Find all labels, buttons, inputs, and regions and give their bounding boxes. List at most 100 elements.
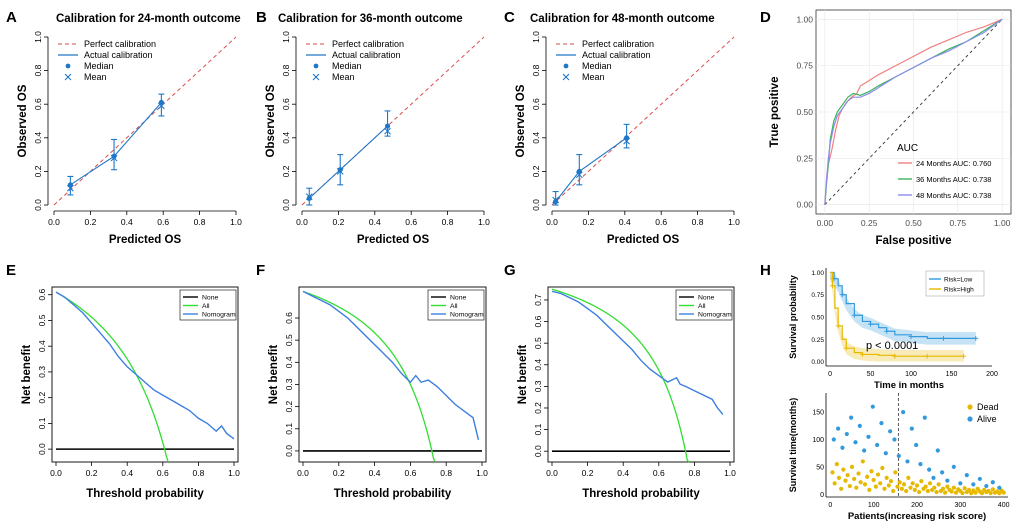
legend-label: Perfect calibration (84, 39, 156, 49)
y-tick-label: 0.0 (533, 445, 543, 457)
x-axis-title: Threshold probability (334, 488, 452, 500)
patient-point (882, 486, 887, 491)
patient-point (1001, 490, 1006, 495)
y-tick-label: 0.2 (533, 402, 543, 414)
x-tick-label: 0 (828, 371, 832, 378)
patient-point (990, 480, 995, 485)
panel-letter: C (504, 9, 515, 26)
y-axis-title: Net benefit (517, 345, 529, 405)
x-tick-label: 0.2 (333, 468, 345, 478)
x-tick-label: 0.0 (546, 468, 558, 478)
censor-mark (908, 334, 914, 340)
y-tick-label: 0.4 (37, 340, 47, 352)
y-tick-label: 0.25 (796, 153, 813, 163)
legend-label: All (698, 303, 706, 310)
y-axis-title: Net benefit (268, 345, 280, 405)
patient-point (866, 434, 871, 439)
legend-label: Nomogram (202, 312, 236, 319)
chance-diagonal (824, 18, 1003, 206)
y-tick-label: 0.0 (281, 199, 291, 211)
perfect-calibration-line (551, 36, 735, 206)
all-curve (55, 291, 169, 463)
y-tick-label: 0.1 (533, 423, 543, 435)
x-axis-title: Predicted OS (357, 234, 430, 246)
y-tick-label: 1.00 (796, 14, 813, 24)
legend-label: Nomogram (698, 312, 732, 319)
legend-label: Nomogram (450, 312, 484, 319)
panel-letter: A (6, 9, 17, 26)
patient-point (949, 489, 954, 494)
patient-point (940, 486, 946, 491)
patient-point (917, 489, 922, 495)
x-axis-title: False positive (875, 235, 951, 247)
x-tick-label: 1.0 (728, 217, 740, 227)
patient-point (886, 483, 891, 488)
x-tick-label: 0.6 (405, 217, 417, 227)
legend-box (427, 289, 485, 321)
panel-letter: F (256, 262, 265, 279)
x-tick-label: 100 (905, 371, 917, 378)
nomogram-curve (302, 290, 480, 441)
patient-point (857, 423, 862, 428)
patient-point (918, 462, 923, 467)
patient-point (940, 470, 945, 475)
y-tick-label: 0.4 (531, 132, 541, 144)
patient-point (927, 467, 932, 472)
patient-point (831, 437, 836, 442)
x-tick-label: 0.4 (369, 468, 381, 478)
patient-point (843, 478, 848, 483)
y-tick-label: 0.5 (533, 337, 543, 349)
patient-point (973, 490, 978, 495)
patient-point (906, 475, 911, 480)
legend-title: AUC (897, 143, 918, 154)
legend-label: Actual calibration (582, 50, 651, 60)
y-tick-label: 0.2 (37, 391, 47, 403)
mean-point (384, 127, 391, 135)
median-point (384, 123, 391, 129)
x-tick-label: 1.0 (478, 217, 490, 227)
patient-point (847, 483, 852, 489)
legend-label: Median (332, 61, 362, 71)
y-tick-label: 0.3 (284, 378, 294, 390)
censor-mark (839, 292, 845, 298)
y-tick-label: 1.00 (811, 270, 824, 277)
y-tick-label: 0.00 (796, 200, 813, 210)
x-tick-label: 300 (954, 502, 966, 509)
y-axis-title: Observed OS (17, 84, 29, 157)
patient-point (834, 462, 839, 467)
x-tick-label: 0.4 (369, 217, 381, 227)
censor-mark (961, 353, 967, 359)
patient-point (925, 488, 930, 494)
x-tick-label: 1.00 (994, 218, 1011, 228)
patient-point (840, 445, 845, 450)
y-tick-label: 0.8 (33, 64, 43, 76)
nomogram-curve (55, 291, 235, 440)
y-tick-label: 0.5 (284, 334, 294, 346)
patient-point (901, 410, 906, 415)
y-tick-label: 1.0 (33, 31, 43, 43)
censor-mark (851, 312, 857, 318)
legend-label: Risk=Low (944, 277, 973, 284)
y-tick-label: 0.50 (811, 315, 824, 322)
y-tick-label: 0.6 (533, 315, 543, 327)
confidence-band (830, 272, 964, 362)
patient-point (865, 474, 870, 479)
patient-point (845, 473, 850, 478)
y-tick-label: 0.6 (284, 312, 294, 324)
patient-point (943, 490, 948, 495)
y-tick-label: 0.4 (33, 132, 43, 144)
patient-point (897, 480, 902, 485)
x-tick-label: 0.8 (442, 217, 454, 227)
y-tick-label: 0.4 (533, 359, 543, 371)
panel-letter: G (504, 262, 516, 279)
x-tick-label: 0.75 (950, 218, 967, 228)
x-axis-title: Threshold probability (582, 488, 700, 500)
patient-point (860, 459, 865, 464)
legend-label: 24 Months AUC: 0.760 (916, 159, 991, 168)
mean-point (336, 168, 344, 175)
chart-title: Calibration for 24-month outcome (56, 13, 241, 25)
patient-point (875, 442, 880, 448)
patient-point (962, 486, 967, 491)
x-tick-label: 200 (911, 502, 923, 509)
mean-point (623, 137, 631, 145)
